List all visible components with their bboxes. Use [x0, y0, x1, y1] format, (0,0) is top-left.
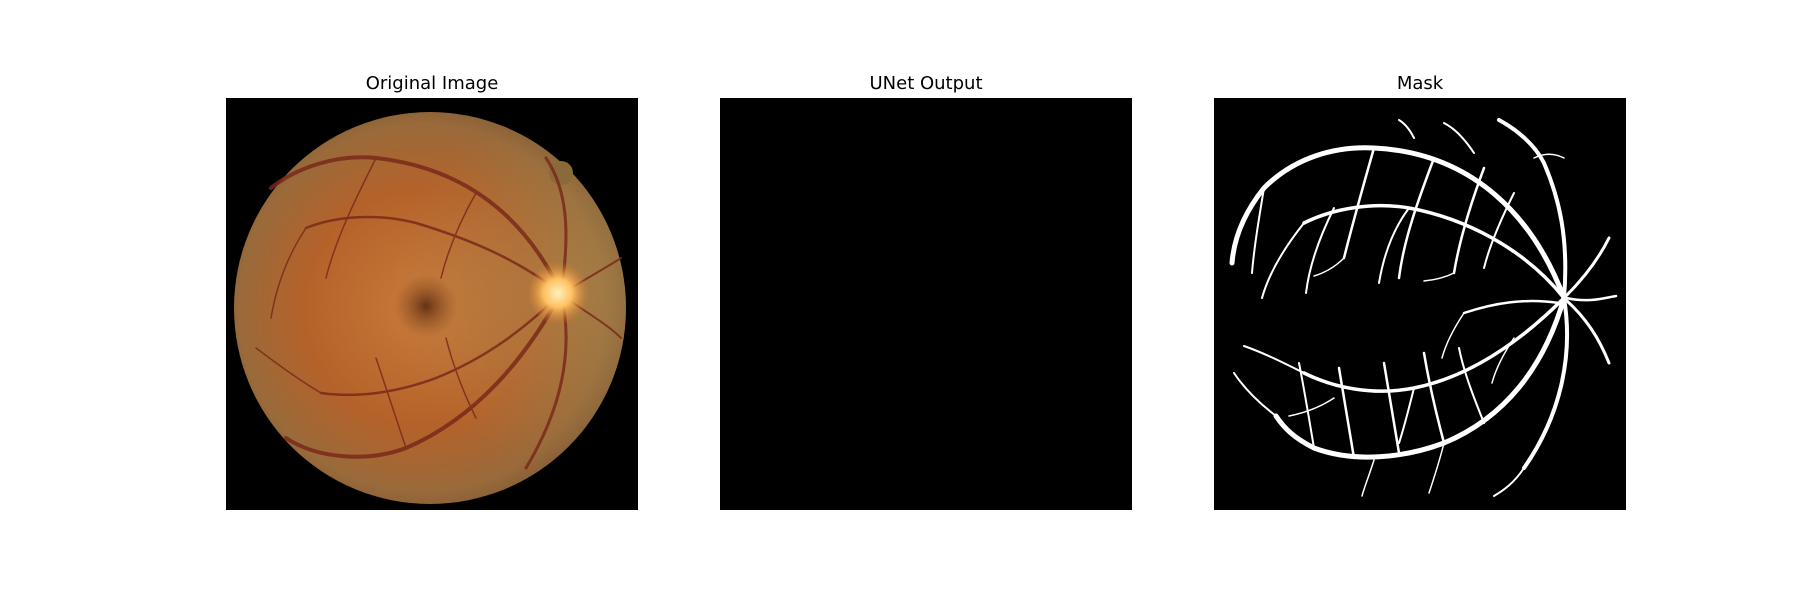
panel-unet-output: UNet Output — [720, 0, 1132, 600]
unet-output-image — [720, 98, 1132, 510]
fundus-notch — [549, 161, 573, 185]
mask-vessels — [1229, 118, 1618, 497]
mask-image — [1214, 98, 1626, 510]
vessel-mask — [1229, 118, 1618, 497]
panel-title: UNet Output — [869, 73, 983, 94]
panel-title: Original Image — [365, 73, 499, 94]
panel-original-image: Original Image — [226, 0, 638, 600]
panel-mask: Mask — [1214, 0, 1626, 600]
panel-title: Mask — [1396, 73, 1444, 94]
fundus-photo — [234, 112, 626, 504]
optic-disc — [529, 261, 593, 325]
original-image — [226, 98, 638, 510]
macula — [394, 274, 458, 338]
